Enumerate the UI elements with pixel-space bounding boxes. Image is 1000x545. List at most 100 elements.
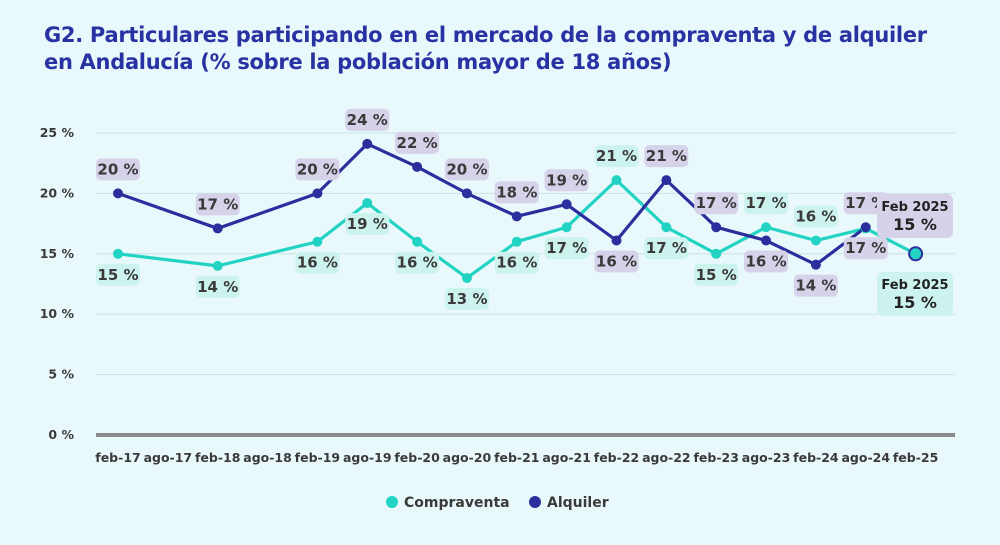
x-tick-label: feb-17	[95, 450, 140, 465]
data-label-bg	[494, 251, 539, 274]
data-label: 20 %	[96, 158, 140, 181]
data-label: 19 %	[345, 213, 390, 236]
data-label-text: 17 %	[546, 239, 587, 257]
data-label-text: 16 %	[397, 254, 438, 272]
data-label-text: 16 %	[795, 208, 836, 226]
data-point-alquiler	[661, 175, 672, 186]
data-label-bg	[96, 263, 140, 286]
data-label: 21 %	[594, 145, 639, 168]
data-point-alquiler	[711, 222, 722, 233]
data-point-compraventa	[761, 222, 772, 233]
data-label-text: 17 %	[696, 194, 737, 212]
data-label-bg	[843, 192, 888, 215]
data-point-compraventa	[561, 222, 572, 233]
x-tick-label: feb-25	[893, 450, 938, 465]
data-label: 15 %	[96, 263, 140, 286]
data-point-compraventa	[461, 272, 472, 283]
data-point-alquiler	[362, 138, 373, 149]
data-label-text: 16 %	[596, 253, 637, 271]
data-label-bg	[195, 275, 240, 298]
x-tick-label: feb-21	[494, 450, 539, 465]
y-tick-label: 10 %	[40, 306, 75, 321]
x-tick-label: feb-23	[693, 450, 738, 465]
data-point-compraventa	[212, 260, 223, 271]
data-label-bg	[395, 131, 440, 154]
data-label-bg	[843, 237, 888, 260]
data-label: 16 %	[594, 250, 639, 273]
data-point-compraventa	[611, 175, 622, 186]
data-label-text: 17 %	[745, 194, 786, 212]
data-label-bg	[195, 193, 240, 216]
data-label: 17 %	[644, 237, 689, 260]
legend-marker	[529, 496, 541, 508]
data-label: 16 %	[793, 205, 838, 228]
data-label: 13 %	[444, 287, 489, 310]
data-label-text: 14 %	[197, 278, 238, 296]
data-point-alquiler	[113, 188, 123, 199]
data-label-text: 21 %	[596, 147, 637, 165]
x-tick-label: ago-18	[243, 450, 292, 465]
annotation-value: 15 %	[893, 293, 937, 312]
data-label-text: 17 %	[845, 194, 886, 212]
data-label: 17 %	[744, 192, 789, 215]
y-tick-label: 25 %	[40, 125, 75, 140]
y-tick-label: 15 %	[40, 246, 75, 261]
data-label-text: 24 %	[347, 111, 388, 129]
gridlines	[96, 132, 955, 437]
data-point-compraventa	[113, 248, 123, 259]
data-label-text: 15 %	[696, 266, 737, 284]
data-label-text: 18 %	[496, 183, 537, 201]
legend-marker	[386, 496, 398, 508]
x-tick-label: feb-18	[195, 450, 240, 465]
data-label-text: 17 %	[197, 195, 238, 213]
data-point-compraventa	[362, 198, 373, 209]
data-label: 17 %	[544, 237, 589, 260]
data-label: 17 %	[694, 192, 739, 215]
data-label-bg	[544, 169, 589, 192]
data-label: 20 %	[444, 158, 489, 181]
data-point-compraventa	[312, 236, 323, 247]
data-point-alquiler	[810, 259, 821, 270]
data-label-text: 19 %	[546, 171, 587, 189]
data-label-bg	[793, 274, 838, 297]
annotation-value: 15 %	[893, 215, 937, 234]
data-label: 16 %	[744, 250, 789, 273]
data-label-text: 17 %	[646, 239, 687, 257]
data-label: 16 %	[295, 251, 340, 274]
y-tick-label: 0 %	[48, 427, 74, 442]
data-label: 14 %	[793, 274, 838, 297]
data-label-bg	[295, 251, 340, 274]
data-point-alquiler	[860, 222, 871, 233]
x-tick-label: ago-21	[542, 450, 591, 465]
data-label-bg	[644, 145, 689, 168]
data-label: 17 %	[843, 237, 888, 260]
data-label-text: 16 %	[297, 254, 338, 272]
annotation-bg	[877, 194, 953, 238]
data-label-bg	[444, 158, 489, 181]
data-label-bg	[793, 205, 838, 228]
data-label-text: 22 %	[397, 134, 438, 152]
data-label-text: 20 %	[297, 160, 338, 178]
data-point-compraventa	[511, 236, 522, 247]
data-label-bg	[96, 158, 140, 181]
x-tick-label: ago-23	[742, 450, 791, 465]
x-tick-label: ago-22	[642, 450, 691, 465]
annotation-bg	[877, 272, 953, 316]
chart-title: G2. Particulares participando en el merc…	[44, 23, 927, 74]
data-label-bg	[744, 192, 789, 215]
data-label-bg	[295, 158, 340, 181]
data-label-text: 13 %	[446, 290, 487, 308]
x-tick-label: feb-19	[295, 450, 340, 465]
y-axis-ticks: 0 % 5 % 10 % 15 % 20 % 25 %	[40, 125, 75, 442]
data-label: 17 %	[843, 192, 888, 215]
legend-item-compraventa: Compraventa	[386, 495, 510, 511]
data-point-alquiler	[611, 235, 622, 246]
annotation-title: Feb 2025	[881, 200, 948, 215]
data-label: 15 %	[694, 263, 739, 286]
legend-item-alquiler: Alquiler	[529, 495, 609, 511]
data-label: 16 %	[494, 251, 539, 274]
data-point-alquiler	[561, 199, 572, 210]
